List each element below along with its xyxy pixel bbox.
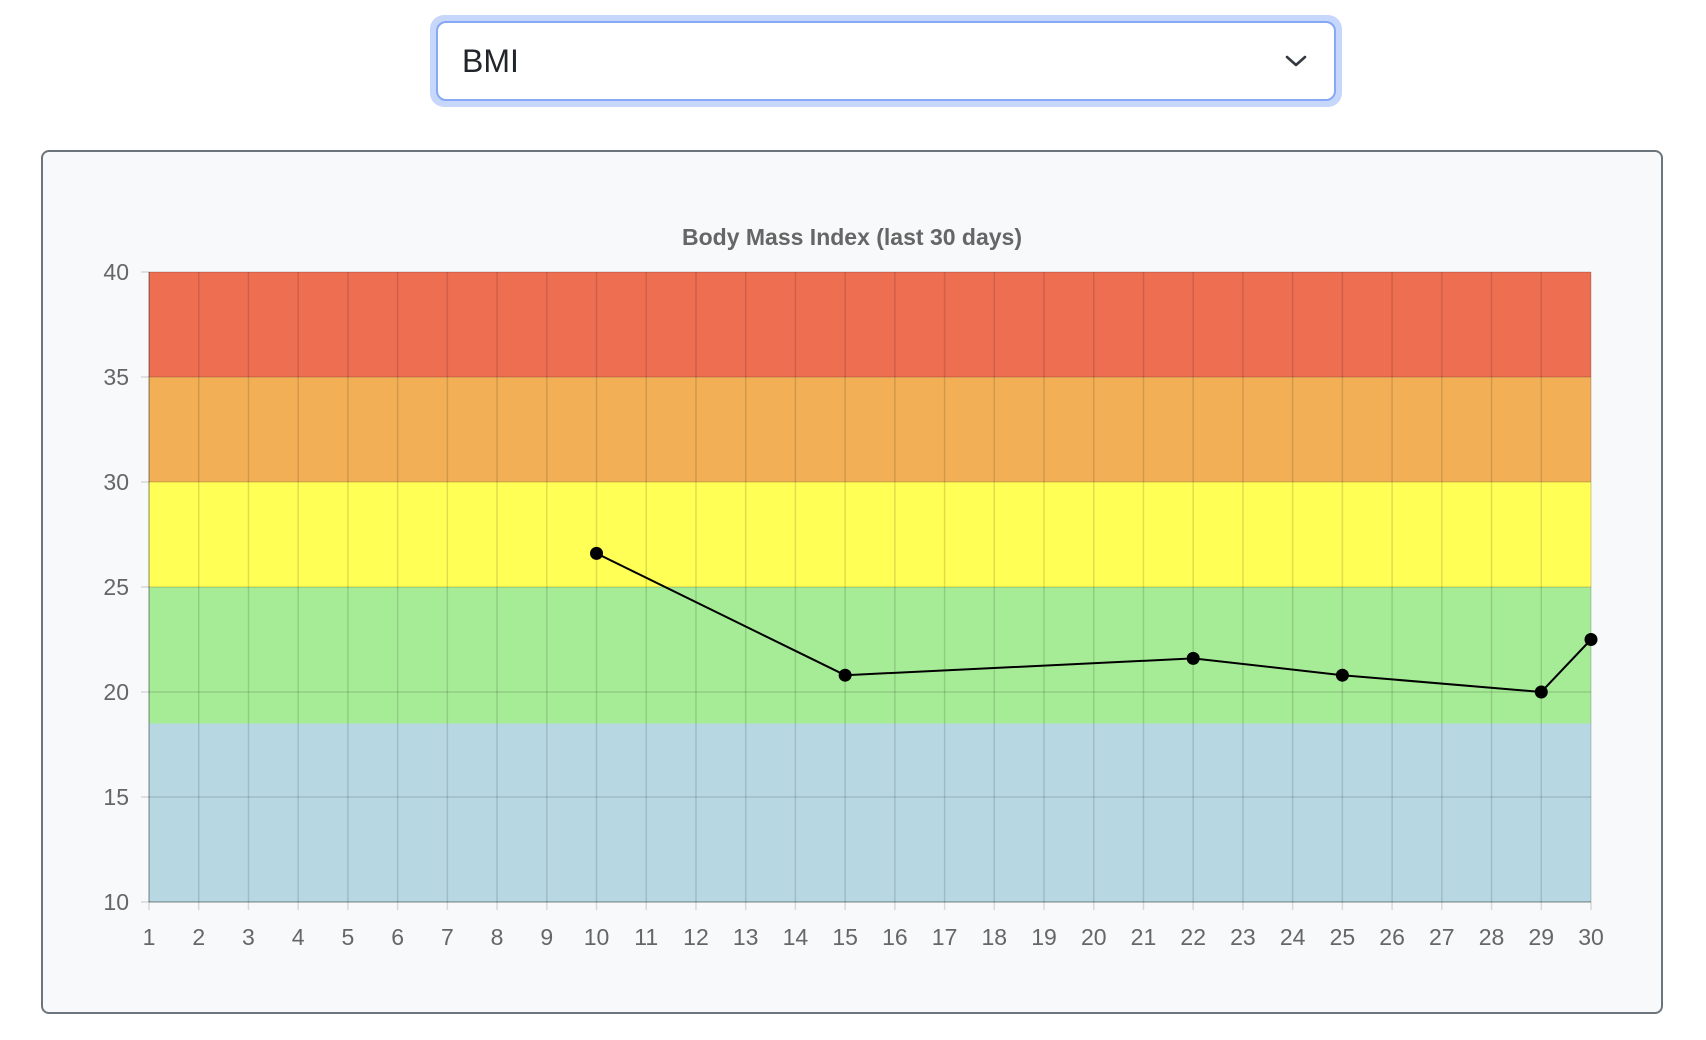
- y-tick-label: 10: [103, 889, 129, 915]
- x-tick-label: 5: [341, 924, 354, 950]
- x-tick-label: 11: [634, 924, 658, 950]
- x-tick-label: 3: [242, 924, 255, 950]
- x-tick-label: 22: [1180, 924, 1206, 950]
- x-tick-label: 19: [1031, 924, 1057, 950]
- bmi-data-point: [1335, 668, 1349, 682]
- bmi-data-point: [1534, 685, 1548, 699]
- x-tick-label: 4: [292, 924, 305, 950]
- x-tick-label: 15: [832, 924, 858, 950]
- chart-title: Body Mass Index (last 30 days): [681, 224, 1022, 250]
- bmi-data-point: [1186, 651, 1200, 665]
- y-tick-label: 35: [103, 364, 129, 390]
- bmi-band-0: [149, 723, 1591, 902]
- bmi-band-4: [149, 272, 1591, 377]
- x-tick-label: 7: [441, 924, 454, 950]
- bmi-data-point: [590, 546, 604, 560]
- y-tick-label: 25: [103, 574, 129, 600]
- bmi-band-2: [149, 482, 1591, 587]
- x-tick-label: 23: [1230, 924, 1256, 950]
- x-tick-label: 14: [783, 924, 809, 950]
- bmi-data-point: [1584, 633, 1598, 646]
- select-focus-ring: BMI: [430, 15, 1342, 107]
- x-tick-label: 25: [1330, 924, 1356, 950]
- metric-select-value: BMI: [462, 42, 519, 79]
- bmi-band-1: [149, 587, 1591, 724]
- x-tick-label: 10: [584, 924, 610, 950]
- x-tick-label: 9: [540, 924, 553, 950]
- bmi-series-line: [596, 552, 1592, 694]
- chevron-down-icon: [1282, 51, 1310, 71]
- x-tick-label: 2: [192, 924, 205, 950]
- y-tick-label: 30: [103, 469, 129, 495]
- chart-card: Body Mass Index (last 30 days) 10 15 20 25 3…: [41, 150, 1663, 1014]
- x-tick-label: 27: [1429, 924, 1455, 950]
- x-tick-label: 16: [882, 924, 908, 950]
- x-tick-label: 17: [932, 924, 958, 950]
- bmi-band-3: [149, 377, 1591, 482]
- x-tick-label: 26: [1379, 924, 1405, 950]
- bmi-data-point: [838, 668, 852, 682]
- x-tick-label: 1: [143, 924, 156, 950]
- x-tick-label: 12: [683, 924, 709, 950]
- metric-select[interactable]: BMI: [436, 21, 1336, 101]
- x-tick-label: 13: [733, 924, 759, 950]
- x-tick-label: 20: [1081, 924, 1107, 950]
- x-tick-label: 8: [491, 924, 504, 950]
- y-tick-label: 20: [103, 679, 129, 705]
- y-tick-label: 40: [103, 259, 129, 285]
- x-tick-label: 21: [1131, 924, 1157, 950]
- x-tick-label: 28: [1479, 924, 1505, 950]
- x-tick-label: 18: [982, 924, 1008, 950]
- x-tick-label: 6: [391, 924, 404, 950]
- x-tick-label: 24: [1280, 924, 1306, 950]
- x-tick-label: 30: [1578, 924, 1604, 950]
- x-tick-label: 29: [1528, 924, 1554, 950]
- y-tick-label: 15: [103, 784, 129, 810]
